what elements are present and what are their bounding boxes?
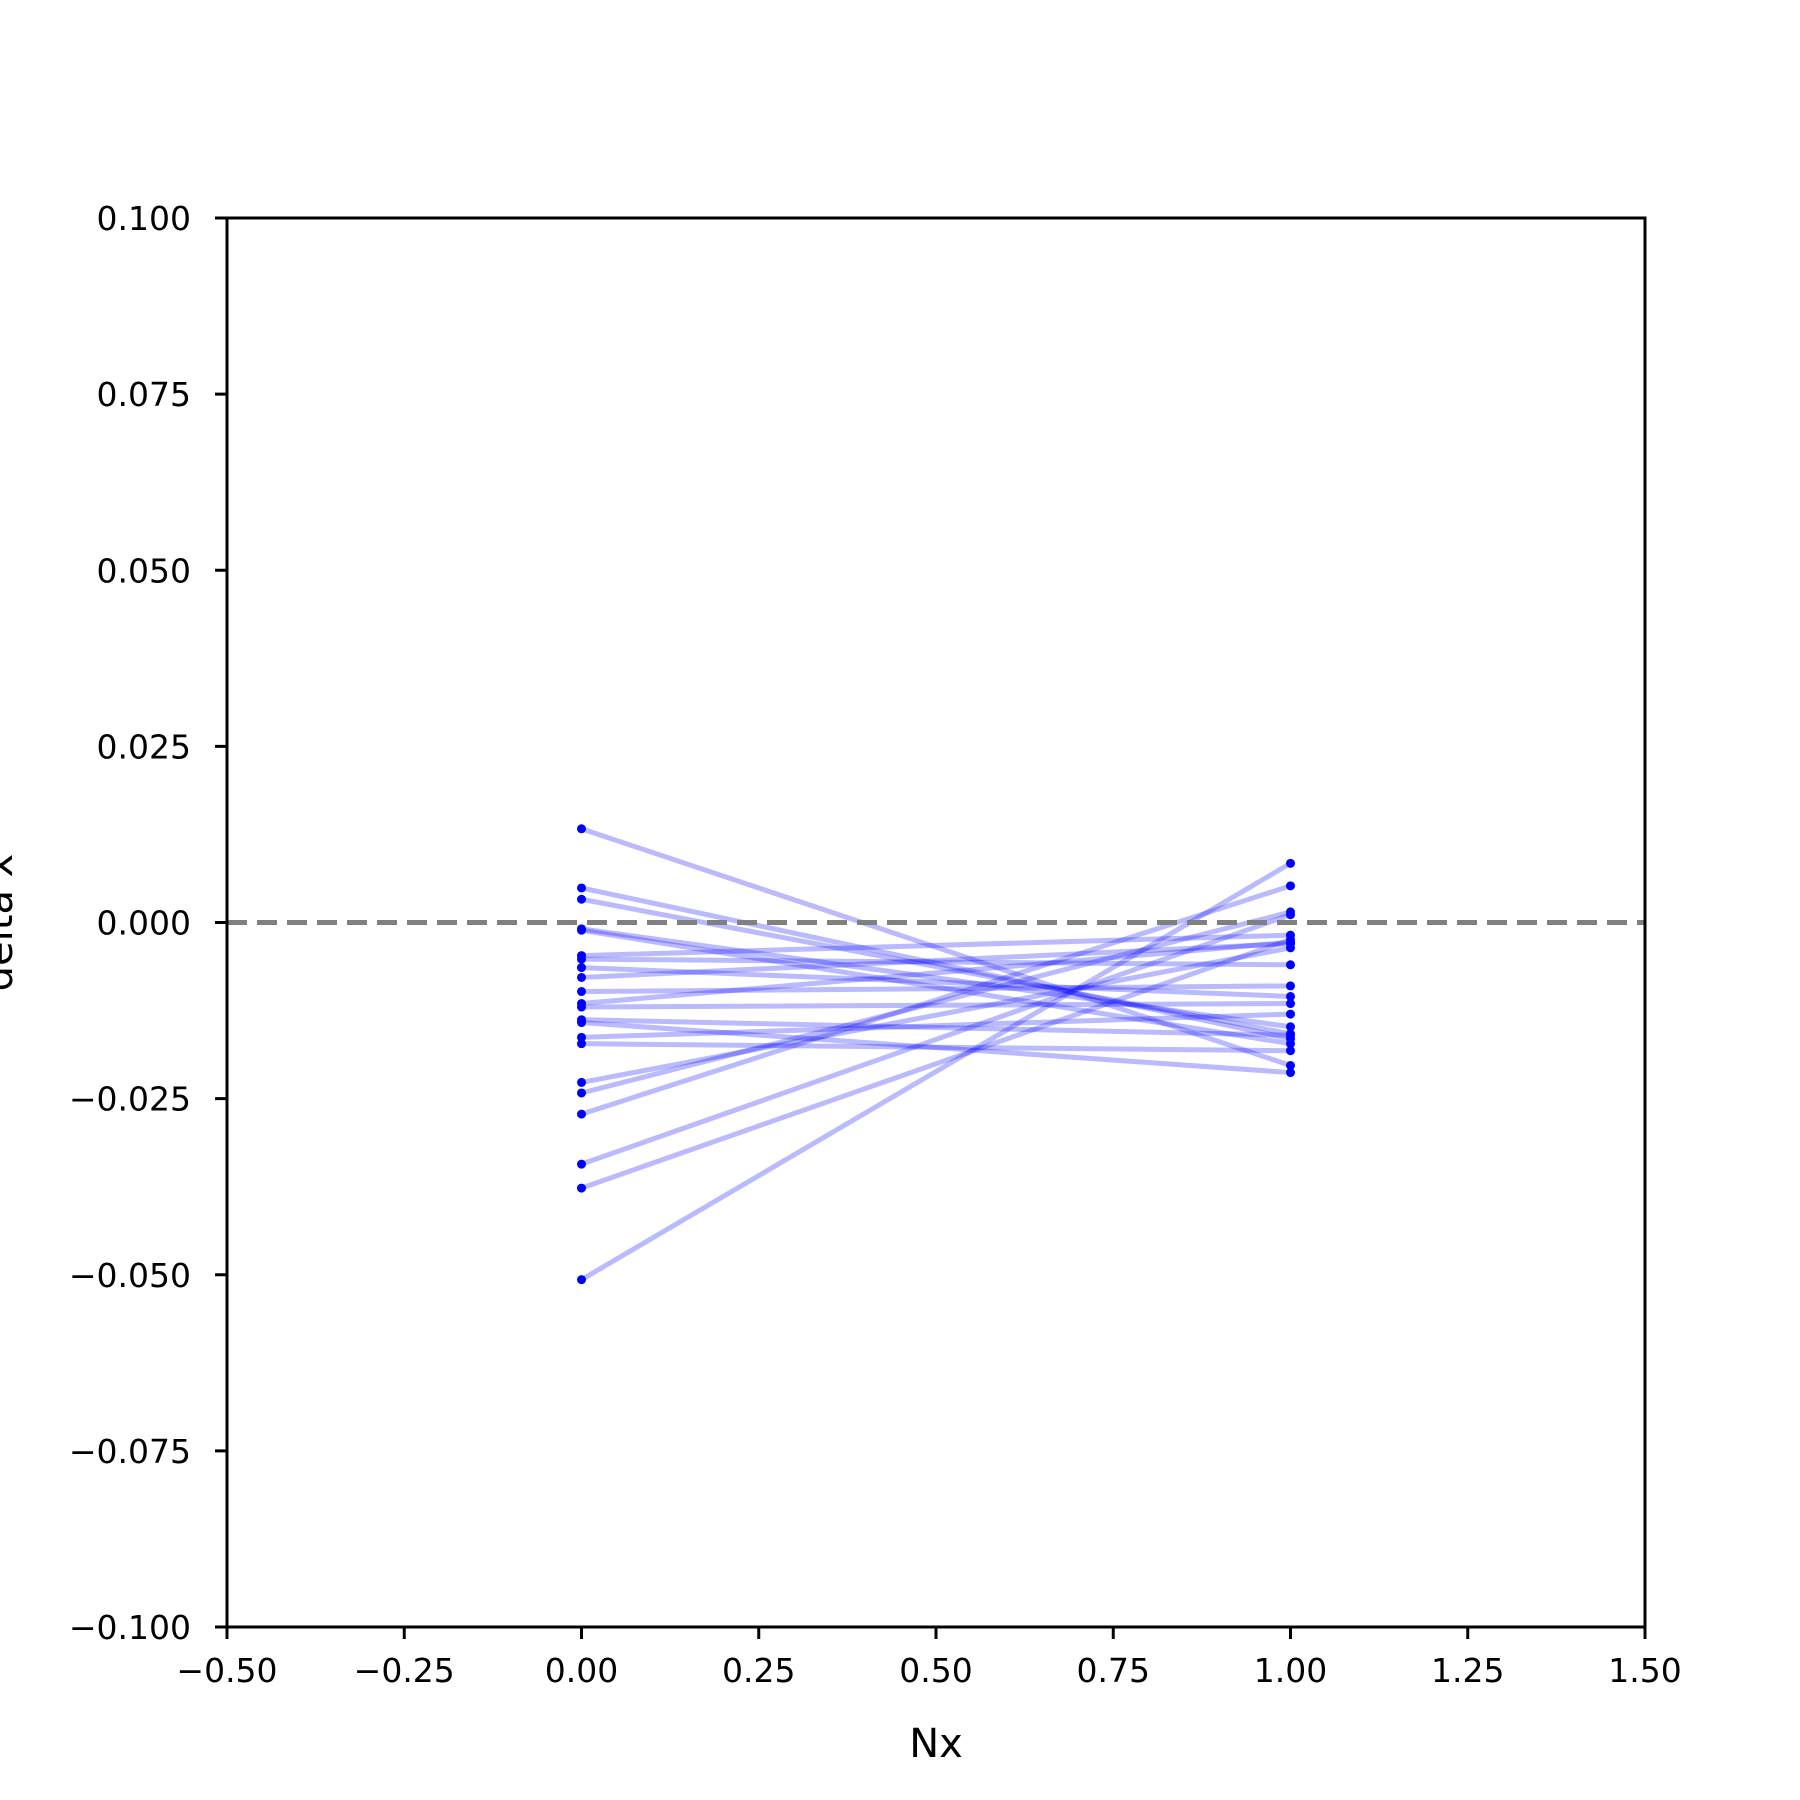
data-point bbox=[1286, 1022, 1295, 1032]
data-point bbox=[577, 1275, 586, 1285]
y-tick-label: −0.075 bbox=[69, 1432, 191, 1471]
data-point bbox=[1286, 910, 1295, 920]
pair-line bbox=[579, 939, 1293, 1007]
pair-line bbox=[579, 932, 1293, 959]
pair-line bbox=[579, 860, 1293, 1283]
data-point bbox=[1286, 1068, 1295, 1078]
x-tick-label: 0.25 bbox=[722, 1651, 795, 1690]
y-axis-ticks: 0.100 0.075 0.050 0.025 0.000 −0.025 −0.050 −0.… bbox=[69, 199, 227, 1647]
pair-line bbox=[579, 826, 1293, 1069]
x-tick-label: 0.00 bbox=[545, 1651, 618, 1690]
y-tick-label: −0.050 bbox=[69, 1256, 191, 1295]
data-point bbox=[1286, 991, 1295, 1001]
data-point bbox=[577, 883, 586, 893]
data-point bbox=[577, 1109, 586, 1119]
y-tick-label: 0.000 bbox=[97, 904, 191, 943]
y-tick-label: 0.075 bbox=[97, 375, 191, 414]
pair-line bbox=[579, 945, 1293, 1085]
pair-line bbox=[579, 1017, 1293, 1038]
pair-line bbox=[579, 885, 1293, 1042]
pair-line bbox=[579, 936, 1293, 1191]
data-point bbox=[577, 954, 586, 964]
x-axis-ticks: −0.50 −0.25 0.00 0.25 0.50 0.75 1.00 1.25 1.50 bbox=[176, 1627, 1682, 1690]
y-tick-label: 0.050 bbox=[97, 551, 191, 590]
data-point bbox=[577, 1077, 586, 1087]
pair-line bbox=[579, 1020, 1293, 1076]
pair-line bbox=[579, 1001, 1293, 1010]
x-tick-label: 1.50 bbox=[1608, 1651, 1681, 1690]
data-point bbox=[577, 1018, 586, 1028]
data-point bbox=[1286, 1039, 1295, 1049]
y-tick-label: −0.025 bbox=[69, 1080, 191, 1119]
pair-line bbox=[579, 927, 1293, 1047]
data-point bbox=[1286, 934, 1295, 944]
pair-points bbox=[577, 824, 1295, 1285]
x-tick-label: 0.75 bbox=[1077, 1651, 1150, 1690]
y-tick-label: −0.100 bbox=[69, 1608, 191, 1647]
pair-line bbox=[579, 926, 1293, 1030]
pair-line bbox=[579, 965, 1293, 999]
data-series bbox=[577, 824, 1295, 1285]
data-point bbox=[1286, 858, 1295, 868]
x-tick-label: −0.25 bbox=[354, 1651, 455, 1690]
data-point bbox=[577, 963, 586, 973]
pair-line bbox=[579, 1041, 1293, 1054]
y-tick-label: 0.100 bbox=[97, 199, 191, 238]
data-point bbox=[1286, 981, 1295, 991]
y-tick-label: 0.025 bbox=[97, 727, 191, 766]
data-point bbox=[577, 972, 586, 982]
x-tick-label: 0.50 bbox=[899, 1651, 972, 1690]
pair-line bbox=[579, 912, 1293, 1167]
plot-frame bbox=[225, 216, 1647, 1629]
pair-line bbox=[579, 909, 1293, 1096]
data-point bbox=[577, 824, 586, 834]
data-point bbox=[577, 1088, 586, 1098]
y-axis-title: delta x bbox=[0, 854, 22, 992]
data-point bbox=[1286, 1030, 1295, 1040]
x-tick-label: −0.50 bbox=[176, 1651, 277, 1690]
data-point bbox=[1286, 1009, 1295, 1019]
pair-line bbox=[579, 983, 1293, 995]
x-tick-label: 1.25 bbox=[1431, 1651, 1504, 1690]
data-point bbox=[1286, 999, 1295, 1009]
pair-lines bbox=[579, 826, 1293, 1283]
data-point bbox=[577, 894, 586, 904]
pair-line bbox=[579, 896, 1293, 1037]
data-point bbox=[577, 925, 586, 935]
pair-line bbox=[579, 956, 1293, 968]
data-point bbox=[1286, 881, 1295, 891]
data-point bbox=[577, 1002, 586, 1012]
x-tick-label: 1.00 bbox=[1254, 1651, 1327, 1690]
data-point bbox=[577, 987, 586, 997]
pair-line bbox=[579, 1011, 1293, 1040]
data-point bbox=[1286, 943, 1295, 953]
data-point bbox=[577, 1183, 586, 1193]
data-point bbox=[577, 1039, 586, 1049]
data-point bbox=[577, 1159, 586, 1169]
data-point bbox=[1286, 960, 1295, 970]
data-point bbox=[1286, 1046, 1295, 1056]
data-point bbox=[1286, 1061, 1295, 1071]
data-point bbox=[577, 1032, 586, 1042]
x-axis-title: Nx bbox=[909, 1721, 963, 1767]
pair-line bbox=[579, 941, 1293, 980]
